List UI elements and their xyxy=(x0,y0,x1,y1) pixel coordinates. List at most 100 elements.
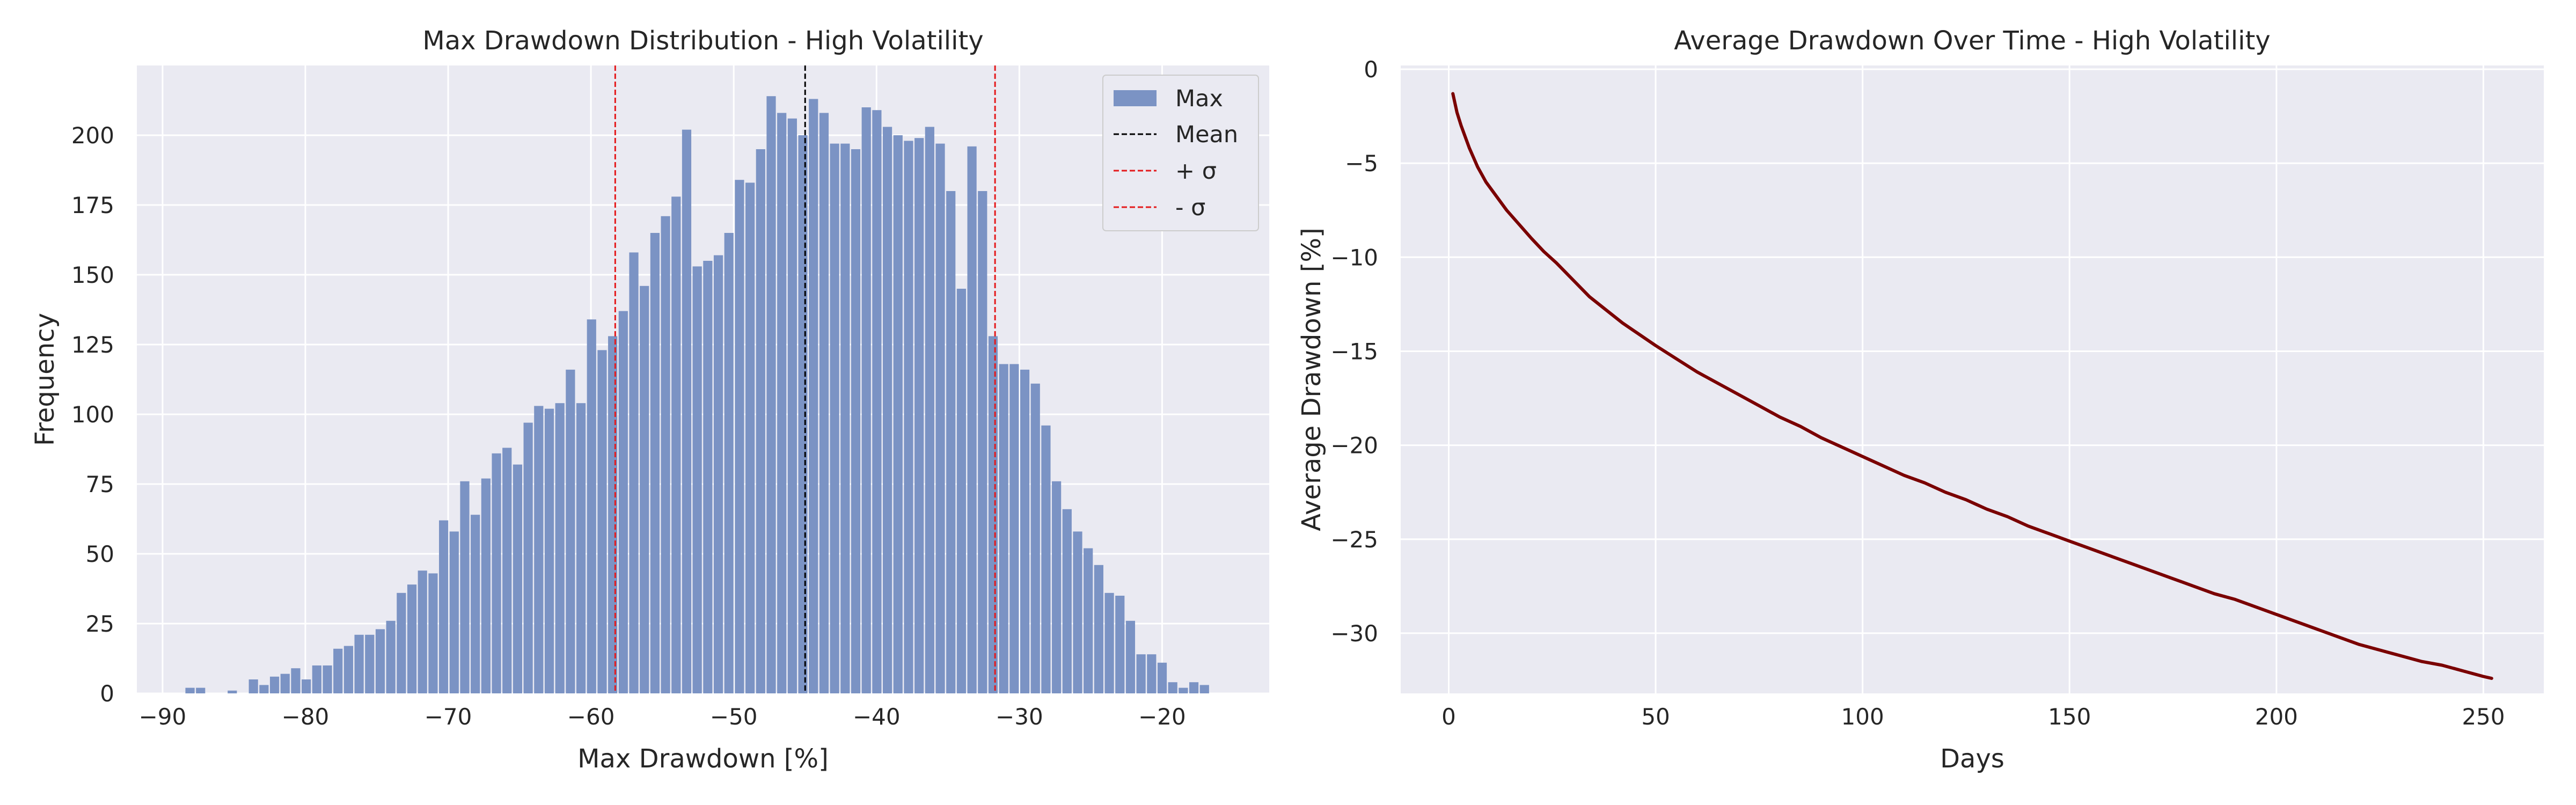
histogram-bar xyxy=(914,138,924,694)
histogram-bar xyxy=(777,113,787,693)
histogram-bar xyxy=(471,515,480,693)
y-tick-label: 0 xyxy=(100,680,114,707)
histogram-bar xyxy=(196,687,206,693)
y-tick-label: −25 xyxy=(1330,526,1378,553)
legend-frame xyxy=(1102,75,1259,231)
histogram-bar xyxy=(713,255,723,694)
histogram-bar xyxy=(882,127,892,693)
histogram-bar xyxy=(618,311,628,693)
x-tick-label: 150 xyxy=(2048,704,2091,730)
histogram-bar xyxy=(1168,682,1177,693)
histogram-bar xyxy=(449,531,459,693)
line-gridlines xyxy=(1401,65,2544,693)
histogram-reference-lines xyxy=(614,65,996,693)
histogram-bar xyxy=(640,286,649,693)
histogram-bars xyxy=(185,96,1209,694)
y-tick-label: 200 xyxy=(71,122,114,149)
line-x-axis-label: Days xyxy=(1940,744,2004,774)
histogram-bar xyxy=(418,570,427,693)
histogram-bar xyxy=(1189,682,1199,693)
histogram-bar xyxy=(745,182,755,693)
x-tick-label: 50 xyxy=(1641,704,1670,730)
histogram-bar xyxy=(935,143,945,694)
histogram-bar xyxy=(439,520,449,693)
histogram-bar xyxy=(925,127,934,693)
histogram-bar xyxy=(566,369,575,693)
x-tick-label: −90 xyxy=(139,704,187,730)
histogram-bar xyxy=(872,110,882,694)
histogram-bar xyxy=(661,216,670,693)
histogram-bar xyxy=(904,141,913,693)
histogram-bar xyxy=(988,336,998,693)
histogram-bar xyxy=(523,422,533,693)
legend-label-max: Max xyxy=(1175,85,1223,112)
histogram-bar xyxy=(333,648,343,693)
histogram-bar xyxy=(481,478,491,693)
y-tick-label: 75 xyxy=(86,471,114,497)
histogram-bar xyxy=(291,668,301,693)
y-tick-label: 175 xyxy=(71,192,114,218)
legend-max-swatch xyxy=(1114,90,1157,106)
y-tick-label: 50 xyxy=(86,541,114,567)
histogram-bar xyxy=(682,129,692,694)
histogram-bar xyxy=(502,448,512,693)
histogram-bar xyxy=(650,233,660,693)
histogram-bar xyxy=(840,143,850,694)
legend-label-plus-sigma: + σ xyxy=(1175,158,1217,185)
histogram-bar xyxy=(798,135,808,693)
histogram-bar xyxy=(703,261,713,693)
histogram-bar xyxy=(830,143,839,694)
histogram-bar xyxy=(967,146,977,693)
histogram-x-ticks: −90 −80 −70 −60 −50 −40 −30 −20 xyxy=(139,704,1186,730)
histogram-bar xyxy=(597,350,607,693)
histogram-bar xyxy=(1062,509,1072,693)
y-tick-label: 0 xyxy=(1364,56,1378,83)
histogram-bar xyxy=(1052,481,1062,693)
histogram-y-ticks: 0 25 50 75 100 125 150 175 200 xyxy=(71,122,114,707)
y-tick-label: 150 xyxy=(71,262,114,288)
histogram-bar xyxy=(397,592,406,693)
histogram-bar xyxy=(978,191,987,693)
histogram-bar xyxy=(587,319,596,693)
histogram-bar xyxy=(228,690,237,693)
histogram-bar xyxy=(1179,687,1188,693)
legend-label-mean: Mean xyxy=(1175,121,1238,148)
y-tick-label: −10 xyxy=(1330,244,1378,270)
histogram-bar xyxy=(460,481,470,693)
histogram-bar xyxy=(608,336,618,693)
histogram-bar xyxy=(280,674,290,693)
histogram-bar xyxy=(999,364,1008,693)
histogram-title: Max Drawdown Distribution - High Volatil… xyxy=(422,26,983,56)
histogram-bar xyxy=(248,679,258,693)
legend-label-minus-sigma: - σ xyxy=(1175,194,1205,221)
histogram-bar xyxy=(1115,596,1125,693)
average-drawdown-line-panel: 0 50 100 150 200 250 0 −5 −10 −15 −20 −25 −30 Avera… xyxy=(1297,26,2544,774)
x-tick-label: −80 xyxy=(282,704,330,730)
histogram-bar xyxy=(312,665,321,693)
histogram-bar xyxy=(819,113,829,693)
histogram-bar xyxy=(259,685,269,693)
histogram-bar xyxy=(428,573,438,693)
histogram-bar xyxy=(766,96,776,694)
histogram-bar xyxy=(1094,565,1103,693)
x-tick-label: 100 xyxy=(1841,704,1884,730)
histogram-bar xyxy=(1199,685,1209,693)
histogram-bar xyxy=(735,180,744,693)
histogram-bar xyxy=(386,620,396,693)
histogram-bar xyxy=(343,646,354,693)
histogram-bar xyxy=(576,403,586,693)
histogram-y-axis-label: Frequency xyxy=(30,313,60,446)
histogram-bar xyxy=(629,252,639,693)
average-drawdown-series-line xyxy=(1451,92,2493,680)
histogram-bar xyxy=(692,266,702,693)
y-tick-label: −15 xyxy=(1330,338,1378,364)
y-tick-label: 25 xyxy=(86,611,114,637)
x-tick-label: −60 xyxy=(567,704,615,730)
histogram-bar xyxy=(756,149,765,693)
histogram-bar xyxy=(1157,662,1167,693)
histogram-bar xyxy=(1020,369,1030,693)
histogram-bar xyxy=(375,629,385,693)
histogram-bar xyxy=(671,196,681,693)
x-tick-label: −40 xyxy=(853,704,901,730)
